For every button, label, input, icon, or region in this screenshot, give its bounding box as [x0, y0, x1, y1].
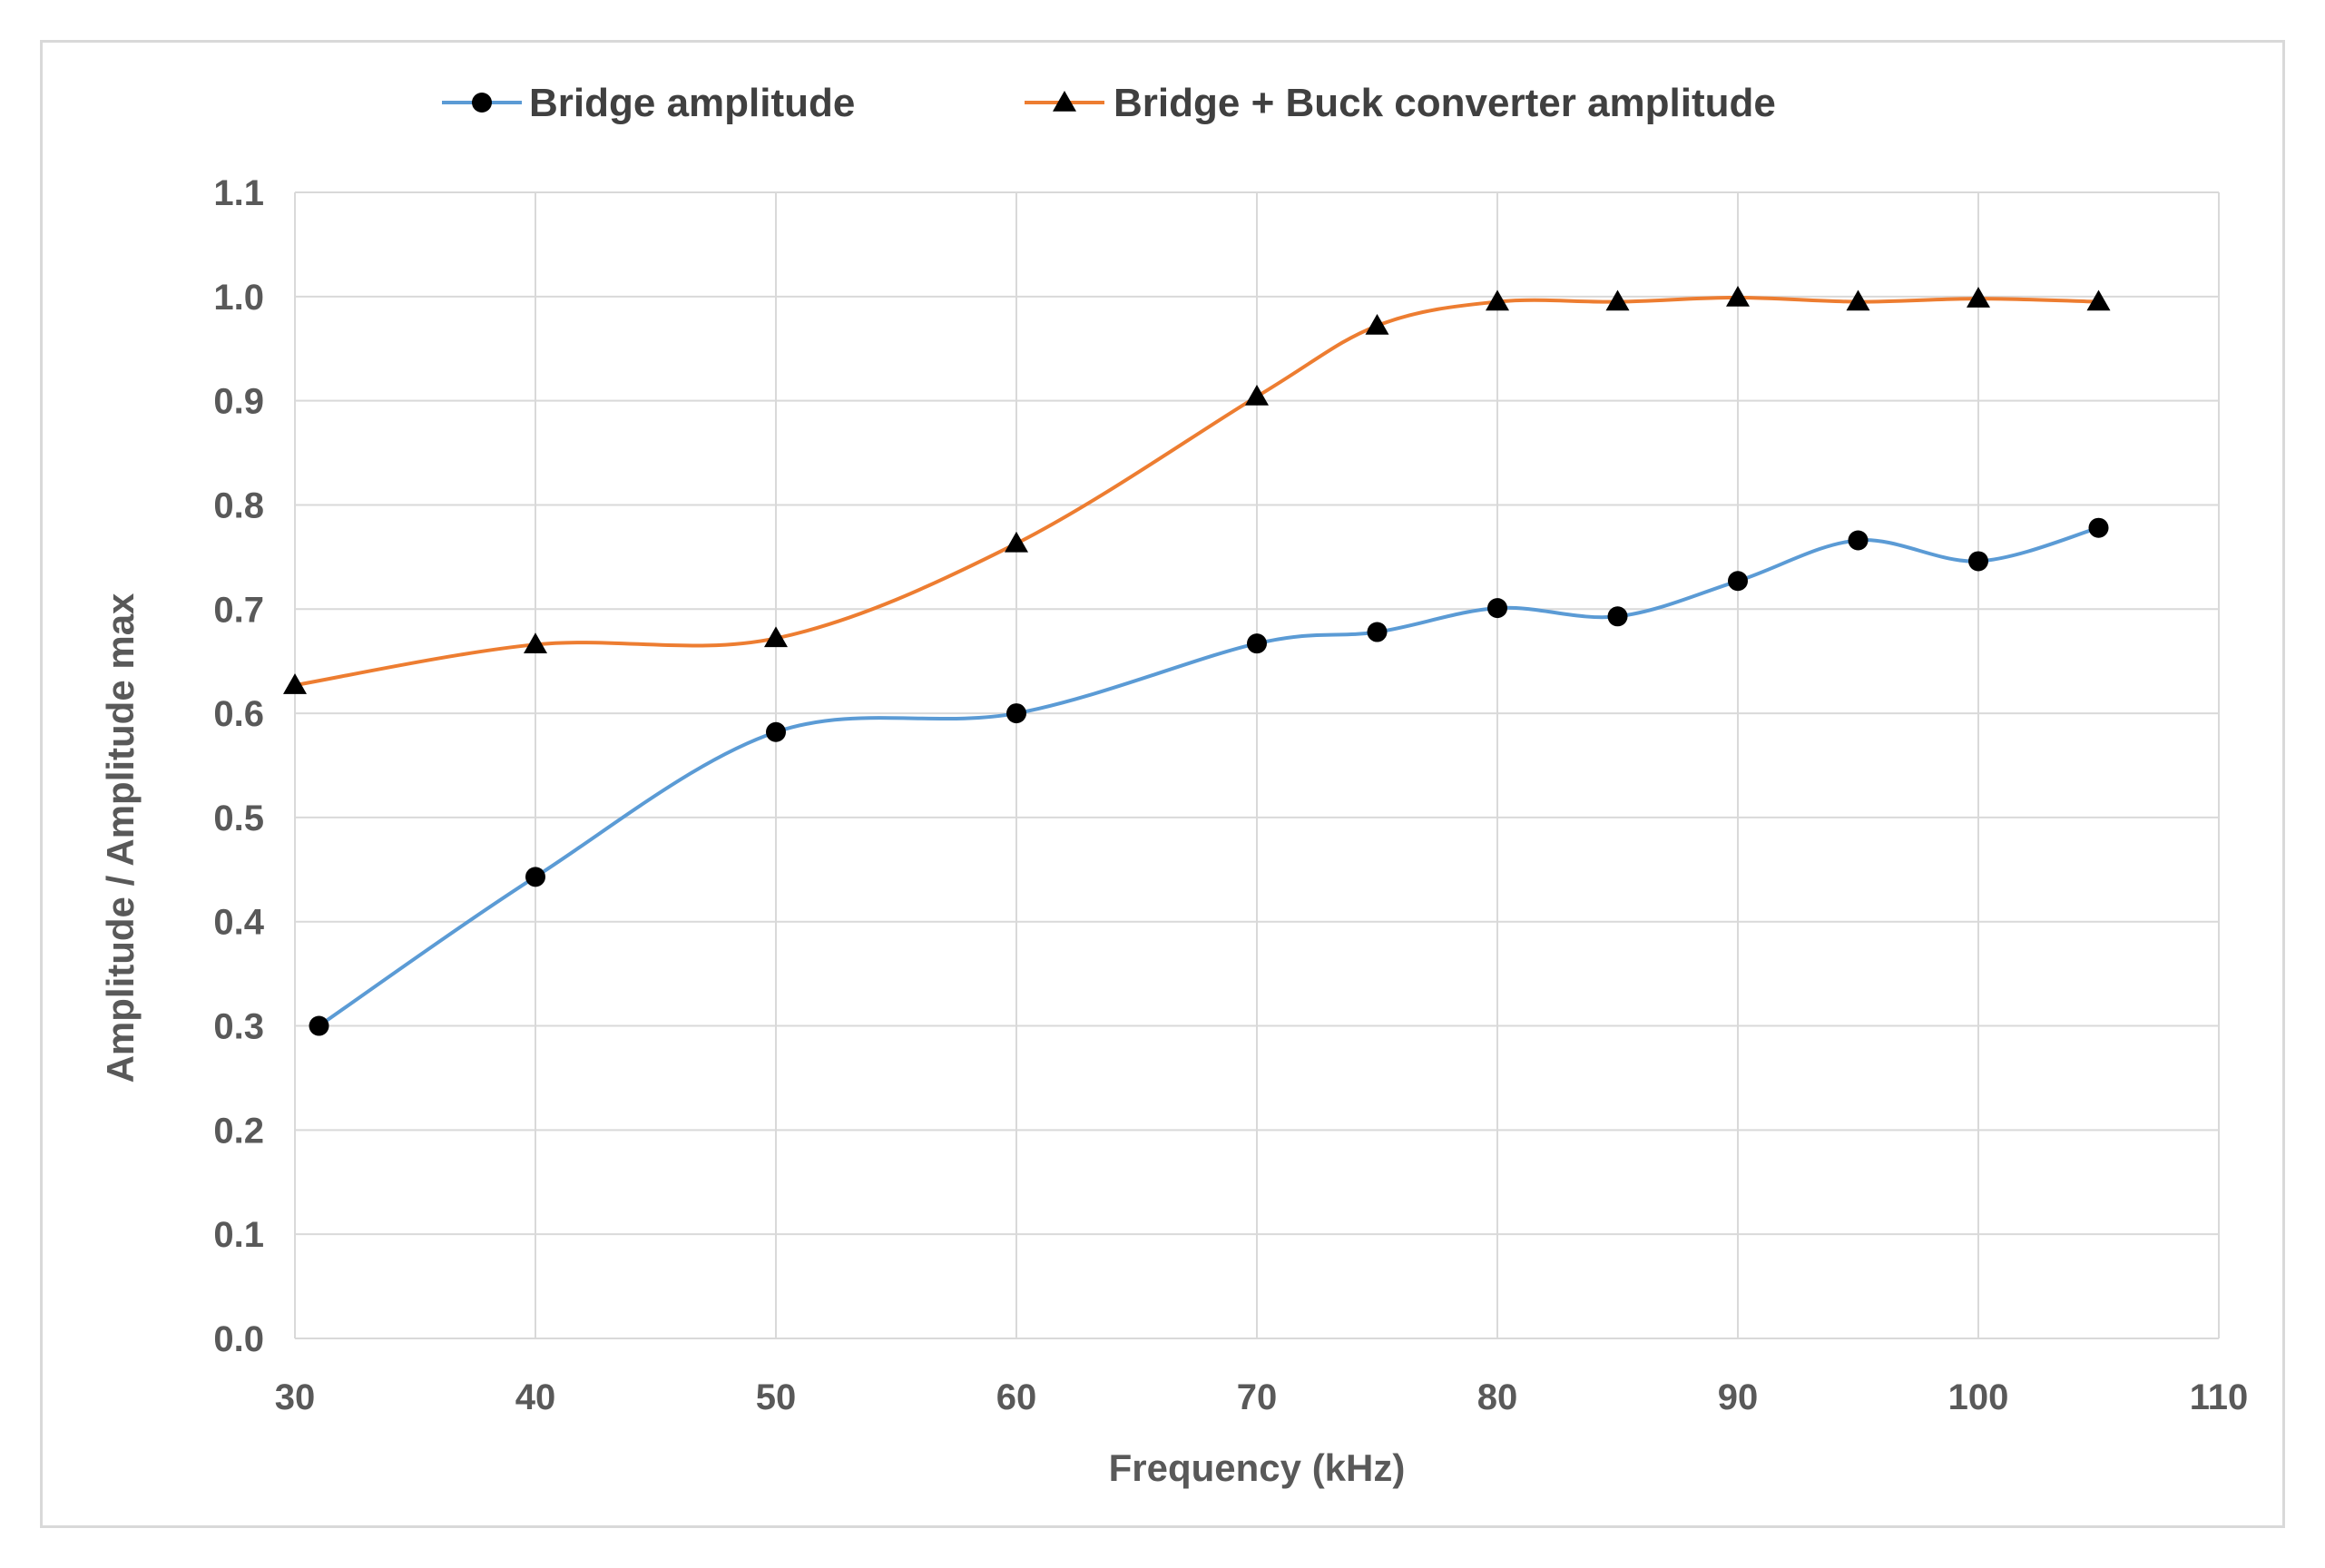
data-point-triangle: [1846, 289, 1870, 311]
y-tick-label: 0.5: [213, 799, 264, 838]
y-tick-label: 1.1: [213, 173, 264, 213]
series: [283, 285, 2111, 1036]
legend-item: Bridge amplitude: [442, 81, 855, 125]
y-tick-label: 0.3: [213, 1007, 264, 1047]
data-point-circle: [1968, 551, 1988, 572]
data-point-triangle: [1245, 385, 1269, 406]
line-chart: 0.0 0.1 0.2 0.3 0.4 0.5 0.6 0.7 0.8 0.9 1.0 1.1 30 40…: [99, 81, 2248, 1489]
x-tick-label: 90: [1718, 1377, 1759, 1417]
series-bridge-amplitude: [309, 517, 2109, 1036]
data-point-triangle: [1967, 287, 1990, 308]
data-point-circle: [1728, 571, 1748, 592]
y-tick-label: 0.9: [213, 382, 264, 422]
x-tick-label: 50: [756, 1377, 797, 1417]
y-tick-label: 0.2: [213, 1111, 264, 1151]
chart-frame: 0.0 0.1 0.2 0.3 0.4 0.5 0.6 0.7 0.8 0.9 1.0 1.1 30 40…: [40, 40, 2285, 1528]
x-tick-label: 30: [275, 1377, 316, 1417]
data-point-triangle: [283, 673, 307, 694]
data-point-triangle: [2086, 289, 2111, 311]
tick-labels: 0.0 0.1 0.2 0.3 0.4 0.5 0.6 0.7 0.8 0.9 1.0 1.1 30 40…: [213, 173, 2248, 1417]
data-point-triangle: [1486, 289, 1509, 311]
y-tick-label: 0.1: [213, 1215, 264, 1255]
data-point-circle: [1607, 606, 1628, 627]
data-point-triangle: [1726, 285, 1750, 307]
y-axis-title: Amplitude / Amplitude max: [99, 593, 142, 1083]
x-axis-title: Frequency (kHz): [1109, 1446, 1406, 1489]
x-tick-label: 110: [2190, 1377, 2249, 1417]
data-point-circle: [1247, 633, 1267, 654]
legend-triangle-marker: [1053, 91, 1076, 112]
legend-label: Bridge + Buck converter amplitude: [1113, 81, 1776, 125]
data-point-triangle: [524, 632, 547, 654]
x-tick-label: 60: [996, 1377, 1037, 1417]
gridlines: [294, 191, 2220, 1339]
data-point-triangle: [764, 626, 788, 648]
series-line: [317, 525, 2101, 1028]
x-tick-label: 40: [515, 1377, 556, 1417]
y-tick-label: 0.0: [213, 1319, 264, 1359]
data-point-triangle: [1365, 313, 1389, 335]
legend: Bridge amplitude Bridge + Buck converter …: [442, 81, 1776, 125]
y-tick-label: 0.4: [213, 903, 264, 943]
data-point-triangle: [1605, 289, 1630, 311]
legend-circle-marker: [472, 93, 492, 113]
data-point-circle: [309, 1015, 329, 1036]
y-tick-label: 1.0: [213, 278, 264, 318]
data-point-circle: [525, 867, 545, 887]
data-point-circle: [1487, 598, 1507, 619]
data-point-triangle: [1005, 531, 1028, 553]
data-point-circle: [1848, 530, 1869, 551]
y-tick-label: 0.7: [213, 590, 264, 630]
data-point-circle: [1006, 703, 1026, 724]
series-bridge-buck-amplitude: [283, 285, 2111, 694]
x-tick-label: 100: [1948, 1377, 2009, 1417]
x-tick-label: 70: [1237, 1377, 1278, 1417]
legend-item: Bridge + Buck converter amplitude: [1025, 81, 1776, 125]
y-tick-label: 0.6: [213, 694, 264, 734]
x-tick-label: 80: [1477, 1377, 1518, 1417]
data-point-circle: [766, 721, 786, 742]
legend-label: Bridge amplitude: [529, 81, 855, 125]
y-tick-label: 0.8: [213, 485, 264, 525]
data-point-circle: [2088, 517, 2109, 538]
series-line: [293, 295, 2101, 688]
data-point-circle: [1367, 622, 1388, 642]
